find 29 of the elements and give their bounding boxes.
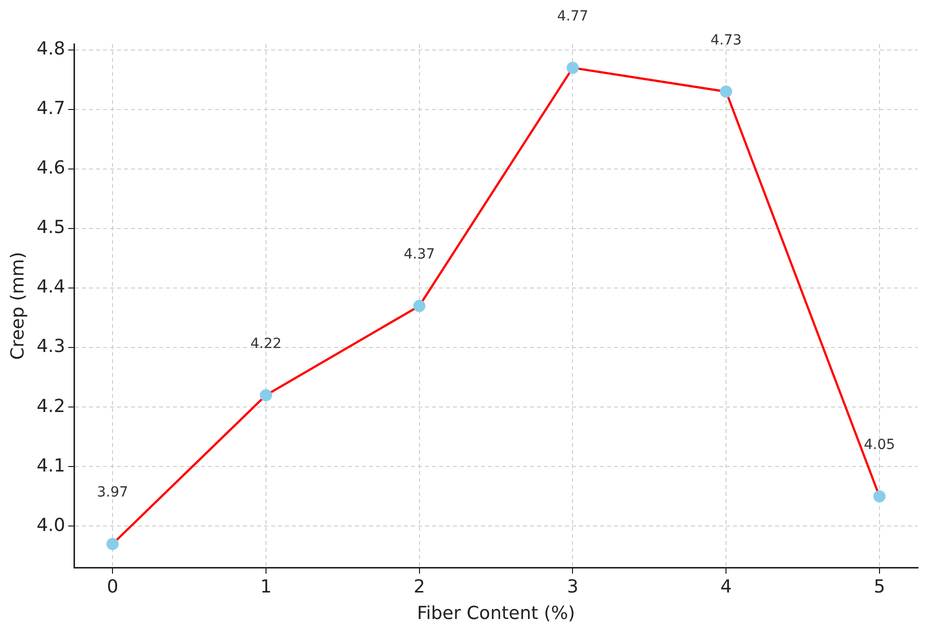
data-label: 4.22 bbox=[250, 336, 282, 352]
y-tick-label: 4.5 bbox=[36, 217, 66, 238]
y-tick-label: 4.3 bbox=[36, 336, 66, 358]
x-axis-title: Fiber Content (%) bbox=[416, 602, 576, 624]
y-axis-title: Creep (mm) bbox=[7, 252, 28, 360]
y-tick-label: 4.4 bbox=[36, 276, 66, 298]
x-tick-label: 4 bbox=[720, 576, 732, 598]
point bbox=[720, 86, 732, 98]
y-tick-label: 4.2 bbox=[36, 396, 66, 417]
data-label: 3.97 bbox=[96, 484, 128, 501]
x-tick-label: 3 bbox=[566, 576, 578, 598]
data-label: 4.73 bbox=[710, 32, 742, 48]
x-tick-label: 1 bbox=[260, 576, 272, 598]
y-tick-label: 4.7 bbox=[36, 98, 66, 120]
point bbox=[260, 389, 272, 402]
y-tick-label: 4.0 bbox=[36, 514, 66, 536]
point bbox=[106, 538, 119, 550]
point bbox=[566, 62, 579, 74]
y-tick-label: 4.8 bbox=[36, 38, 66, 60]
data-label: 4.37 bbox=[404, 246, 435, 263]
point bbox=[413, 300, 426, 312]
y-tick-label: 4.6 bbox=[36, 158, 66, 179]
x-tick-label: 0 bbox=[106, 576, 118, 598]
data-label: 4.05 bbox=[864, 437, 896, 454]
x-tick-label: 5 bbox=[874, 576, 886, 598]
data-label: 4.77 bbox=[557, 8, 588, 24]
point bbox=[873, 490, 886, 502]
x-tick-label: 2 bbox=[414, 576, 426, 598]
y-tick-label: 4.1 bbox=[36, 455, 66, 476]
